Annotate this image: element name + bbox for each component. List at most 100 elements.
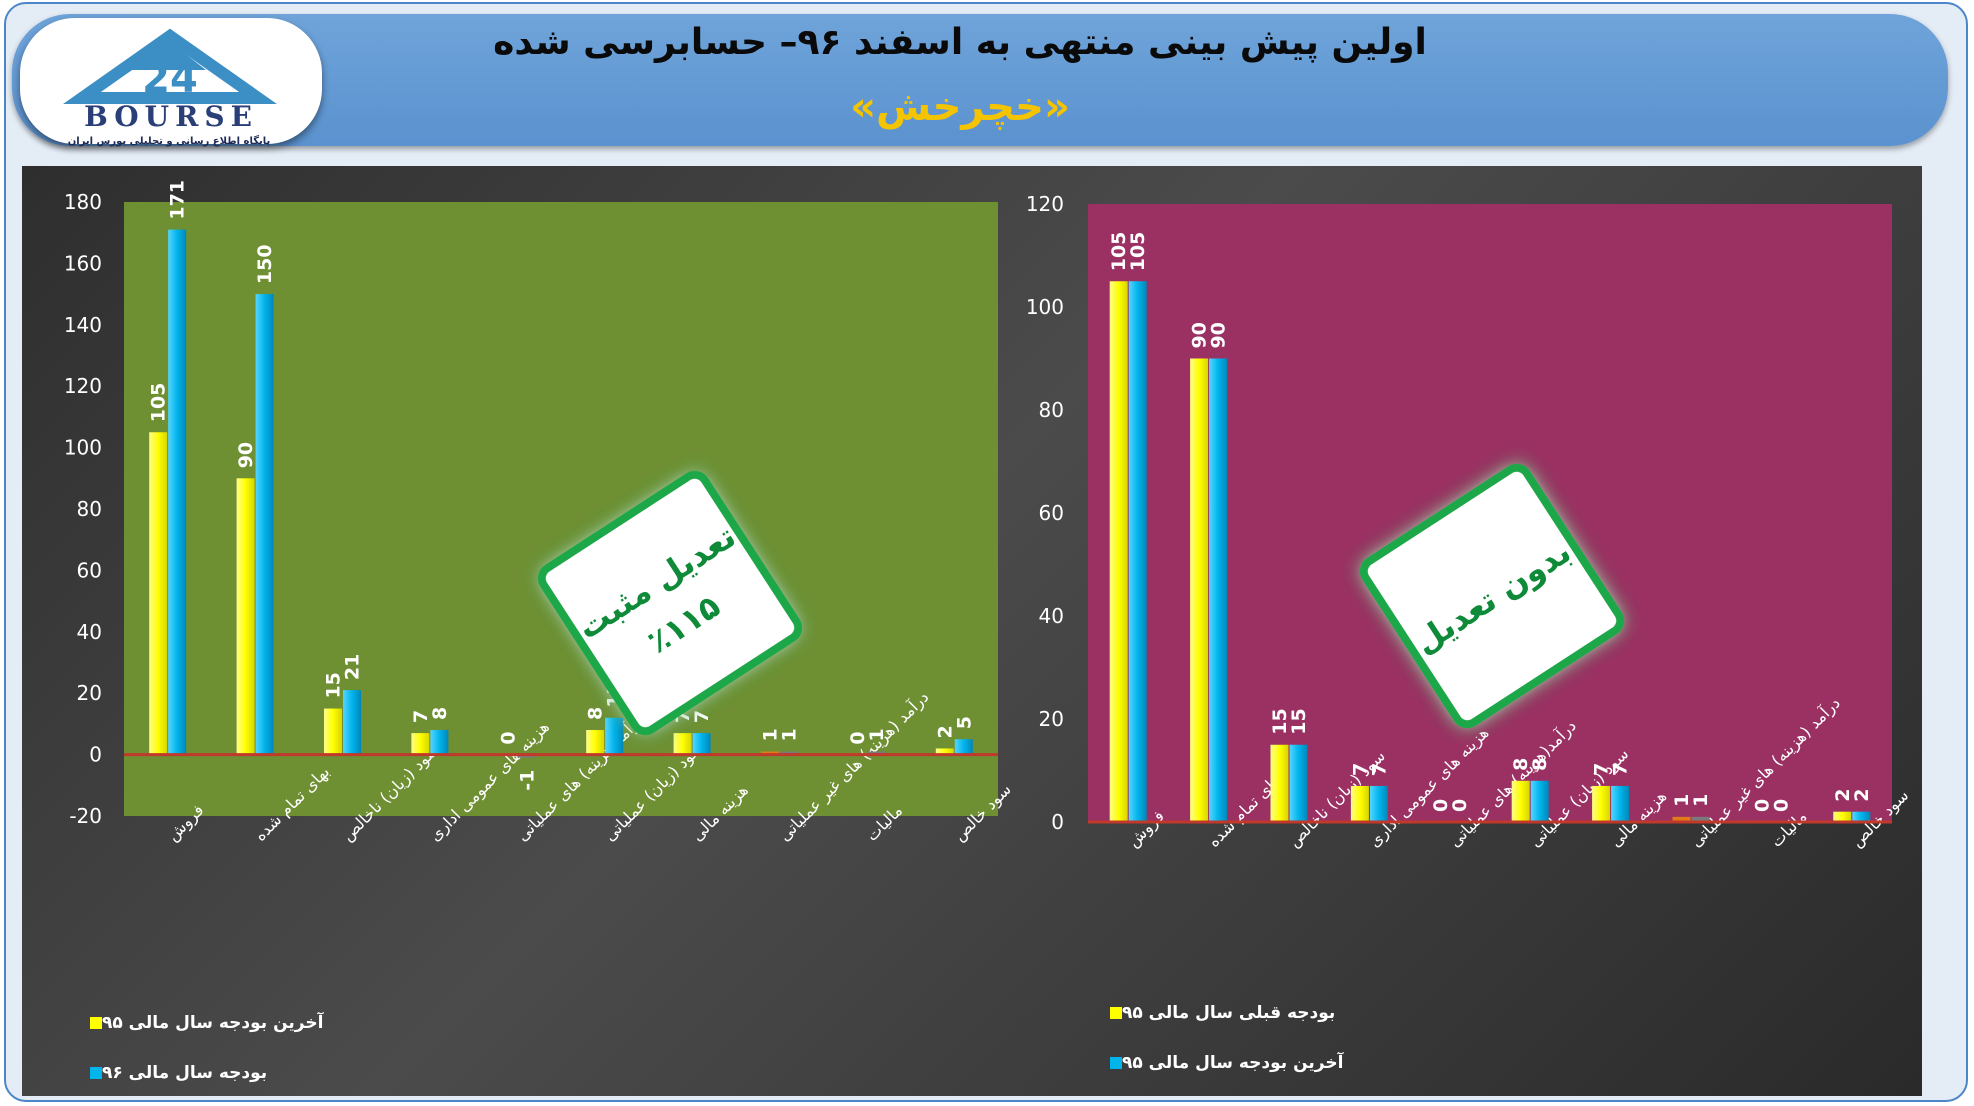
data-label: 1 [1690, 794, 1712, 807]
y-tick-label: 20 [77, 681, 102, 705]
y-tick-label: 40 [77, 620, 102, 644]
bar [1350, 785, 1369, 822]
bar [1128, 281, 1147, 822]
data-label: 7 [1349, 763, 1371, 776]
data-label: 90 [1208, 322, 1230, 348]
bar [1691, 816, 1710, 822]
bar [255, 294, 274, 755]
logo-wordmark: BOURSE [84, 100, 258, 133]
data-label: 1 [779, 728, 801, 741]
bar [673, 733, 692, 755]
data-label: 2 [1851, 788, 1873, 801]
data-label: 15 [1269, 708, 1291, 734]
legend-left-cyan-label: بودجه سال مالی ۹۶ [102, 1062, 268, 1083]
data-label: 1 [760, 728, 782, 741]
page-subtitle: «خچرخش» [850, 84, 1070, 130]
data-label: 0 [847, 731, 869, 744]
y-tick-label: 0 [1051, 810, 1064, 834]
data-label: 171 [167, 180, 189, 220]
y-tick-label: 120 [64, 374, 102, 398]
legend-right-cyan-swatch [1110, 1056, 1122, 1069]
bar [954, 739, 973, 755]
bar [605, 717, 624, 755]
badge-right: بدون تعدیل [1359, 463, 1625, 729]
data-label: 7 [1610, 763, 1632, 776]
bar [1611, 785, 1630, 822]
bar [430, 730, 449, 755]
data-label: 1 [1671, 794, 1693, 807]
bar [1190, 358, 1209, 822]
data-label: 105 [1127, 232, 1149, 272]
y-tick-label: 60 [77, 558, 102, 582]
bar [586, 730, 605, 755]
bar [1209, 358, 1228, 822]
page-title: اولین پیش بینی منتهی به اسفند ۹۶– حسابرس… [493, 22, 1427, 63]
y-tick-label: 80 [1039, 398, 1064, 422]
legend-left-yellow-swatch [90, 1016, 102, 1029]
data-label: 7 [410, 710, 432, 723]
bar [692, 733, 711, 755]
data-label: 21 [342, 654, 364, 680]
data-label: 1 [866, 728, 888, 741]
bar [168, 229, 187, 755]
legend-right-yellow: بودجه قبلی سال مالی ۹۵ [1102, 1002, 1382, 1026]
bar [1530, 780, 1549, 822]
y-tick-label: 40 [1039, 604, 1064, 628]
legend-left-yellow-label: آخرین بودجه سال مالی ۹۵ [102, 1012, 324, 1033]
data-label: 2 [934, 725, 956, 738]
y-tick-label: -20 [69, 804, 102, 828]
chart-left: -20020406080100120140160180105171فروش901… [64, 180, 1016, 846]
data-label: 8 [1529, 758, 1551, 771]
data-label: 8 [585, 707, 607, 720]
badge-left: تعدیل مثبت ٪۱۱۵ [537, 470, 803, 736]
bar [1270, 744, 1289, 822]
data-label: -1 [516, 770, 538, 791]
bar [1852, 811, 1871, 822]
data-label: 0 [497, 731, 519, 744]
data-label: 90 [1189, 322, 1211, 348]
data-label: 150 [254, 244, 276, 284]
y-tick-label: 120 [1026, 192, 1064, 216]
bar [149, 432, 168, 755]
data-label: 7 [691, 710, 713, 723]
bar [1592, 785, 1611, 822]
y-tick-label: 20 [1039, 707, 1064, 731]
logo-subtitle: پایگاه اطلاع رسانی و تحلیلی بورس ایران [67, 136, 271, 147]
bar [1289, 744, 1308, 822]
bar [867, 751, 886, 755]
bar [236, 478, 255, 755]
data-label: 8 [1510, 758, 1532, 771]
data-label: 15 [1288, 708, 1310, 734]
legend-left-yellow: آخرین بودجه سال مالی ۹۵ [82, 1012, 362, 1036]
y-tick-label: 180 [64, 190, 102, 214]
logo: 24 BOURSE پایگاه اطلاع رسانی و تحلیلی بو… [20, 18, 322, 147]
data-label: 0 [1751, 799, 1773, 812]
data-label: 5 [953, 716, 975, 729]
y-tick-label: 160 [64, 251, 102, 275]
bar [1511, 780, 1530, 822]
bar [517, 754, 536, 758]
legend-right-yellow-swatch [1110, 1006, 1122, 1019]
bar [1369, 785, 1388, 822]
data-label: 90 [235, 442, 257, 468]
y-tick-label: 140 [64, 313, 102, 337]
data-label: 0 [1430, 799, 1452, 812]
header-bar [12, 14, 1948, 146]
bar [935, 748, 954, 755]
logo-mark-icon: 24 [63, 28, 277, 104]
y-tick-label: 100 [1026, 295, 1064, 319]
bar [1672, 816, 1691, 822]
bar [761, 751, 779, 755]
bar [1833, 811, 1852, 822]
bar [411, 733, 430, 755]
y-tick-label: 100 [64, 436, 102, 460]
bar [780, 751, 798, 755]
data-label: 105 [1108, 232, 1130, 272]
legend-right-cyan: آخرین بودجه سال مالی ۹۵ [1102, 1052, 1382, 1076]
y-tick-label: 0 [89, 743, 102, 767]
data-label: 7 [1591, 763, 1613, 776]
data-label: 15 [323, 672, 345, 698]
legend-right-cyan-label: آخرین بودجه سال مالی ۹۵ [1122, 1052, 1344, 1073]
legend-left-cyan-swatch [90, 1066, 102, 1079]
